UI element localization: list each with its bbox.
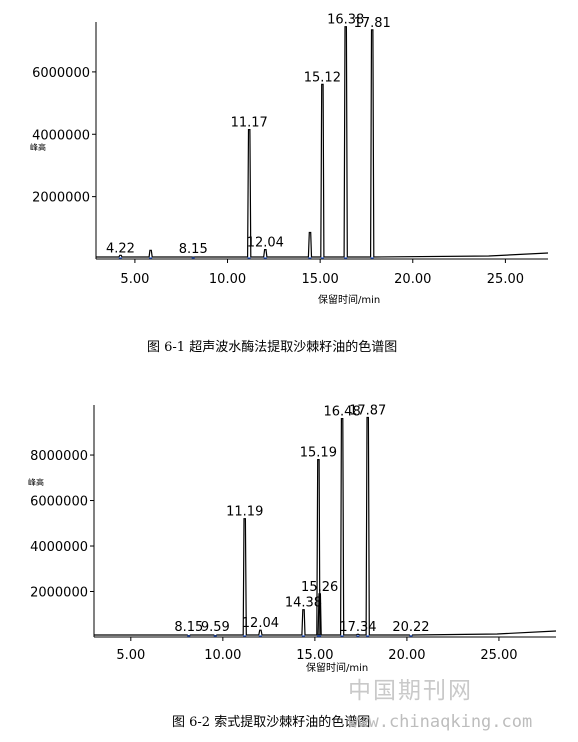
chromatogram-trace-2 [94, 416, 557, 637]
x-tick-label-2-4: 25.00 [480, 648, 517, 663]
peak-label-1-4: 12.04 [247, 236, 284, 251]
peak-label-2-1: 9.59 [201, 620, 230, 635]
watermark-url: www.chinaqking.com [348, 712, 533, 732]
chromatogram-trace-1 [96, 26, 549, 258]
y-tick-label-2-2: 6000000 [30, 495, 88, 510]
x-tick-label-1-2: 15.00 [302, 272, 339, 287]
peak-label-2-5: 15.19 [300, 446, 337, 461]
y-tick-label-2-3: 8000000 [30, 449, 88, 464]
peak-label-2-4: 14.38 [285, 596, 322, 611]
y-tick-label-1-1: 4000000 [32, 128, 90, 143]
x-axis-title-2: 保留时间/min [306, 661, 368, 674]
y-tick-label-1-0: 2000000 [32, 191, 90, 206]
caption-figure-6-2: 图 6-2 索式提取沙棘籽油的色谱图 [172, 715, 371, 730]
peak-label-2-2: 11.19 [226, 505, 263, 520]
peak-label-2-6: 15.26 [301, 580, 338, 595]
x-tick-label-1-0: 5.00 [120, 272, 149, 287]
peak-label-2-7: 16.48 [324, 405, 361, 420]
x-tick-label-1-4: 25.00 [487, 272, 524, 287]
peak-label-2-10: 20.22 [392, 620, 429, 635]
peak-label-2-0: 8.15 [174, 620, 203, 635]
x-tick-label-2-2: 15.00 [296, 648, 333, 663]
y-tick-label-1-2: 6000000 [32, 66, 90, 81]
peak-label-1-7: 16.38 [327, 13, 364, 28]
watermark-cn: 中国期刊网 [348, 678, 473, 704]
y-axis-title-1: 峰高 [30, 142, 46, 152]
y-tick-label-2-1: 4000000 [30, 540, 88, 555]
caption-figure-6-1: 图 6-1 超声波水酶法提取沙棘籽油的色谱图 [147, 340, 398, 355]
x-axis-title-1: 保留时间/min [318, 293, 380, 306]
x-tick-label-1-3: 20.00 [394, 272, 431, 287]
x-tick-label-2-0: 5.00 [116, 648, 145, 663]
peak-label-1-3: 11.17 [231, 116, 268, 131]
x-tick-label-2-3: 20.00 [388, 648, 425, 663]
peak-label-1-8: 17.81 [354, 16, 391, 31]
peak-label-1-6: 15.12 [304, 70, 341, 85]
peak-label-2-3: 12.04 [242, 616, 279, 631]
peak-label-2-8: 17.34 [339, 620, 376, 635]
y-axis-title-2: 峰高 [28, 477, 44, 487]
peak-label-2-9: 17.87 [349, 404, 386, 419]
y-tick-label-2-0: 2000000 [30, 586, 88, 601]
x-tick-label-2-1: 10.00 [204, 648, 241, 663]
peak-label-1-2: 8.15 [179, 242, 208, 257]
peak-label-1-0: 4.22 [106, 241, 135, 256]
x-tick-label-1-1: 10.00 [209, 272, 246, 287]
